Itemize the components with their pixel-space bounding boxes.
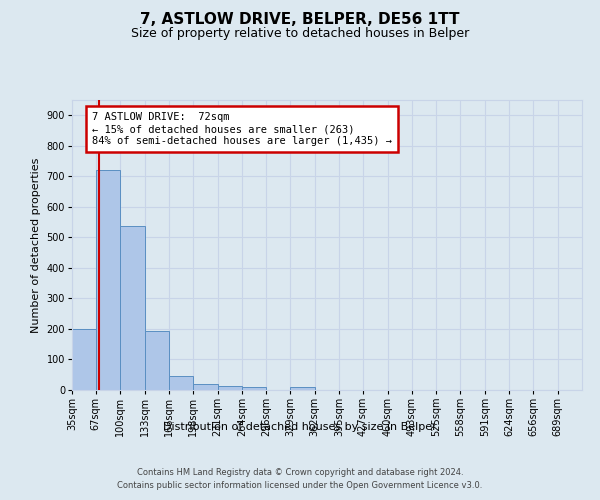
- Bar: [72, 329, 96, 390]
- Text: Contains public sector information licensed under the Open Government Licence v3: Contains public sector information licen…: [118, 480, 482, 490]
- Text: 7 ASTLOW DRIVE:  72sqm
← 15% of detached houses are smaller (263)
84% of semi-de: 7 ASTLOW DRIVE: 72sqm ← 15% of detached …: [92, 112, 392, 146]
- Text: Contains HM Land Registry data © Crown copyright and database right 2024.: Contains HM Land Registry data © Crown c…: [137, 468, 463, 477]
- Y-axis label: Number of detached properties: Number of detached properties: [31, 158, 41, 332]
- Bar: [242, 386, 266, 390]
- Bar: [120, 226, 145, 390]
- Bar: [145, 331, 169, 390]
- Bar: [193, 384, 218, 390]
- Text: Size of property relative to detached houses in Belper: Size of property relative to detached ho…: [131, 28, 469, 40]
- Text: Distribution of detached houses by size in Belper: Distribution of detached houses by size …: [163, 422, 437, 432]
- Bar: [96, 170, 120, 390]
- Text: 7, ASTLOW DRIVE, BELPER, DE56 1TT: 7, ASTLOW DRIVE, BELPER, DE56 1TT: [140, 12, 460, 28]
- Bar: [218, 386, 242, 390]
- Bar: [169, 376, 193, 390]
- Bar: [290, 388, 315, 390]
